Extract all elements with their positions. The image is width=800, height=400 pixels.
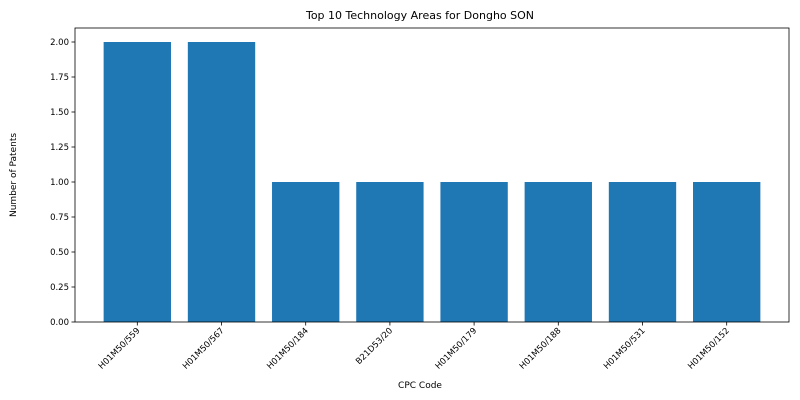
y-tick-label: 1.00 bbox=[50, 178, 69, 188]
bar-H01M50/531 bbox=[609, 182, 676, 322]
y-tick-label: 1.25 bbox=[50, 143, 69, 153]
bar-H01M50/179 bbox=[440, 182, 507, 322]
plot-frame bbox=[75, 28, 789, 322]
x-tick-label: H01M50/567 bbox=[181, 326, 227, 372]
x-tick-label: H01M50/188 bbox=[518, 326, 564, 372]
bar-H01M50/188 bbox=[525, 182, 592, 322]
bar-H01M50/559 bbox=[104, 42, 171, 322]
y-axis: 0.00 0.25 0.50 0.75 1.00 1.25 1.50 1.75 2.00 bbox=[50, 38, 75, 328]
x-tick-label: H01M50/152 bbox=[686, 326, 732, 372]
bars-group bbox=[104, 42, 761, 322]
y-tick-label: 0.50 bbox=[50, 248, 69, 258]
x-tick-label: H01M50/184 bbox=[265, 326, 311, 372]
bar-B21D53/20 bbox=[356, 182, 423, 322]
y-tick-label: 1.75 bbox=[50, 73, 69, 83]
x-tick-label: H01M50/179 bbox=[434, 326, 480, 372]
x-tick-label: H01M50/559 bbox=[97, 326, 143, 372]
bar-H01M50/152 bbox=[693, 182, 760, 322]
y-tick-label: 0.25 bbox=[50, 283, 69, 293]
x-tick-label: H01M50/531 bbox=[602, 326, 648, 372]
bar-H01M50/567 bbox=[188, 42, 255, 322]
bar-H01M50/184 bbox=[272, 182, 339, 322]
y-tick-label: 0.75 bbox=[50, 213, 69, 223]
y-tick-label: 1.50 bbox=[50, 108, 69, 118]
y-tick-label: 2.00 bbox=[50, 38, 69, 48]
x-tick-label: B21D53/20 bbox=[354, 326, 395, 367]
y-tick-label: 0.00 bbox=[50, 318, 69, 328]
x-axis-label: CPC Code bbox=[398, 381, 442, 391]
chart-title: Top 10 Technology Areas for Dongho SON bbox=[305, 9, 534, 22]
x-axis: H01M50/559 H01M50/567 H01M50/184 B21D53/20 H… bbox=[97, 322, 732, 372]
y-axis-label: Number of Patents bbox=[9, 133, 19, 217]
